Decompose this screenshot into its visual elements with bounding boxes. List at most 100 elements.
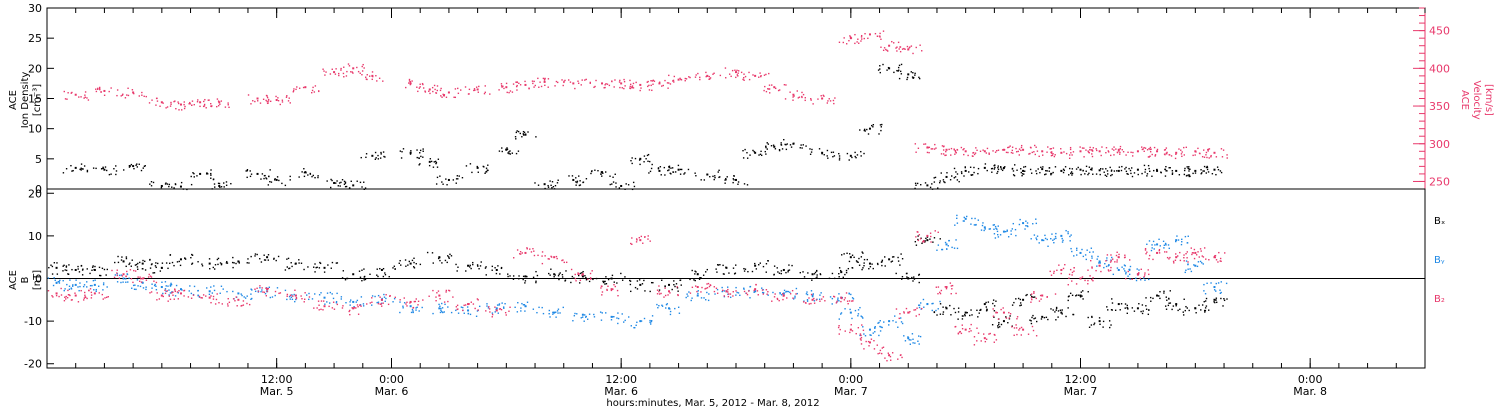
density-series-sample (269, 169, 271, 171)
by-series-sample (1162, 240, 1165, 243)
bz-series-sample (1183, 254, 1185, 256)
density-series-sample (1011, 168, 1014, 170)
velocity-series-sample (974, 152, 977, 154)
velocity-series-sample (719, 74, 722, 77)
velocity-series-sample (604, 84, 606, 86)
velocity-series-sample (141, 94, 143, 96)
density-series-sample (210, 169, 212, 171)
by-series-sample (992, 224, 995, 226)
by-series-sample (723, 295, 726, 298)
density-series-point (677, 168, 680, 171)
by-series-point (74, 283, 77, 286)
bz-series-sample (1005, 317, 1008, 319)
by-series-sample (617, 322, 619, 325)
density-series-sample (71, 170, 73, 172)
bx-series-sample (719, 263, 721, 266)
bx-series-sample (103, 268, 106, 271)
bz-series-sample (950, 292, 952, 295)
bx-series-sample (448, 257, 450, 259)
by-series-sample (447, 306, 449, 308)
bx-series-sample (1077, 294, 1080, 296)
bx-series-sample (828, 277, 831, 280)
velocity-series-sample (728, 73, 731, 75)
velocity-series-sample (1083, 147, 1085, 149)
bz-series-sample (227, 297, 229, 300)
bx-series-sample (851, 267, 853, 269)
velocity-series-sample (725, 77, 727, 79)
by-series-sample (1193, 264, 1195, 266)
velocity-series-sample (417, 90, 419, 93)
velocity-series-sample (567, 79, 570, 81)
bx-series-sample (621, 279, 624, 281)
velocity-series-sample (127, 87, 129, 89)
bz-series-sample (865, 340, 867, 343)
bx-series-sample (219, 262, 222, 264)
bx-series-sample (1213, 301, 1215, 303)
density-series-sample (700, 179, 702, 181)
by-series-sample (92, 279, 95, 282)
bx-series-sample (762, 265, 765, 268)
velocity-series-sample (962, 148, 964, 151)
by-series-sample (345, 302, 347, 304)
by-series-sample (658, 304, 660, 307)
by-series-sample (324, 303, 326, 305)
velocity-series-sample (429, 92, 431, 95)
velocity-series-sample (64, 98, 67, 100)
velocity-series-sample (603, 87, 605, 89)
x-tick-time: 12:00 (605, 373, 637, 386)
bx-series-sample (1030, 294, 1032, 296)
bz-series-sample (104, 297, 106, 299)
bz-series-sample (821, 298, 823, 300)
velocity-series-sample (436, 85, 439, 87)
bz-series-sample (1214, 255, 1216, 257)
by-series-sample (122, 281, 124, 283)
density-series-sample (912, 72, 914, 74)
by-series-sample (349, 304, 351, 306)
velocity-series-sample (950, 147, 953, 150)
by-series-sample (1144, 279, 1146, 281)
bx-series-sample (848, 253, 851, 255)
bz-series-sample (1107, 269, 1110, 271)
by-series-sample (164, 281, 167, 283)
velocity-series-sample (893, 42, 895, 44)
bx-series-sample (1082, 290, 1084, 292)
velocity-series-sample (724, 67, 727, 69)
velocity-series-sample (288, 97, 290, 99)
bx-series-sample (485, 266, 487, 268)
density-series-sample (339, 185, 341, 187)
density-series-sample (356, 180, 358, 182)
by-series-sample (171, 291, 173, 293)
bx-series-sample (71, 268, 73, 271)
velocity-series-sample (178, 109, 180, 111)
bz-series-sample (766, 293, 768, 295)
by-series-sample (1036, 235, 1039, 237)
bz-series-sample (488, 308, 491, 310)
density-series-point (735, 178, 737, 181)
bz-series-sample (1164, 251, 1166, 253)
density-series-sample (486, 169, 489, 171)
velocity-series-point (639, 83, 642, 86)
bz-series-sample (1110, 254, 1112, 256)
bx-series-sample (1080, 291, 1082, 293)
density-series-sample (790, 146, 793, 148)
bx-series-sample (363, 279, 365, 281)
bx-series-sample (1208, 309, 1210, 311)
by-series-sample (690, 299, 692, 302)
velocity-series-sample (1095, 148, 1097, 150)
density-series-sample (416, 156, 418, 159)
bz-series-sample (1110, 260, 1113, 262)
velocity-series-sample (737, 70, 740, 72)
by-series-sample (904, 340, 907, 342)
density-series-sample (433, 161, 435, 163)
bx-series-sample (1138, 303, 1140, 305)
density-series-sample (246, 169, 249, 172)
bx-series-sample (716, 271, 718, 273)
velocity-series-sample (127, 94, 130, 97)
bz-series-sample (254, 288, 256, 290)
by-series-sample (1069, 235, 1071, 238)
density-series-sample (524, 133, 527, 135)
density-series-sample (898, 64, 901, 67)
velocity-series-sample (1194, 154, 1196, 156)
density-series-sample (958, 180, 960, 183)
by-series-sample (486, 303, 488, 305)
